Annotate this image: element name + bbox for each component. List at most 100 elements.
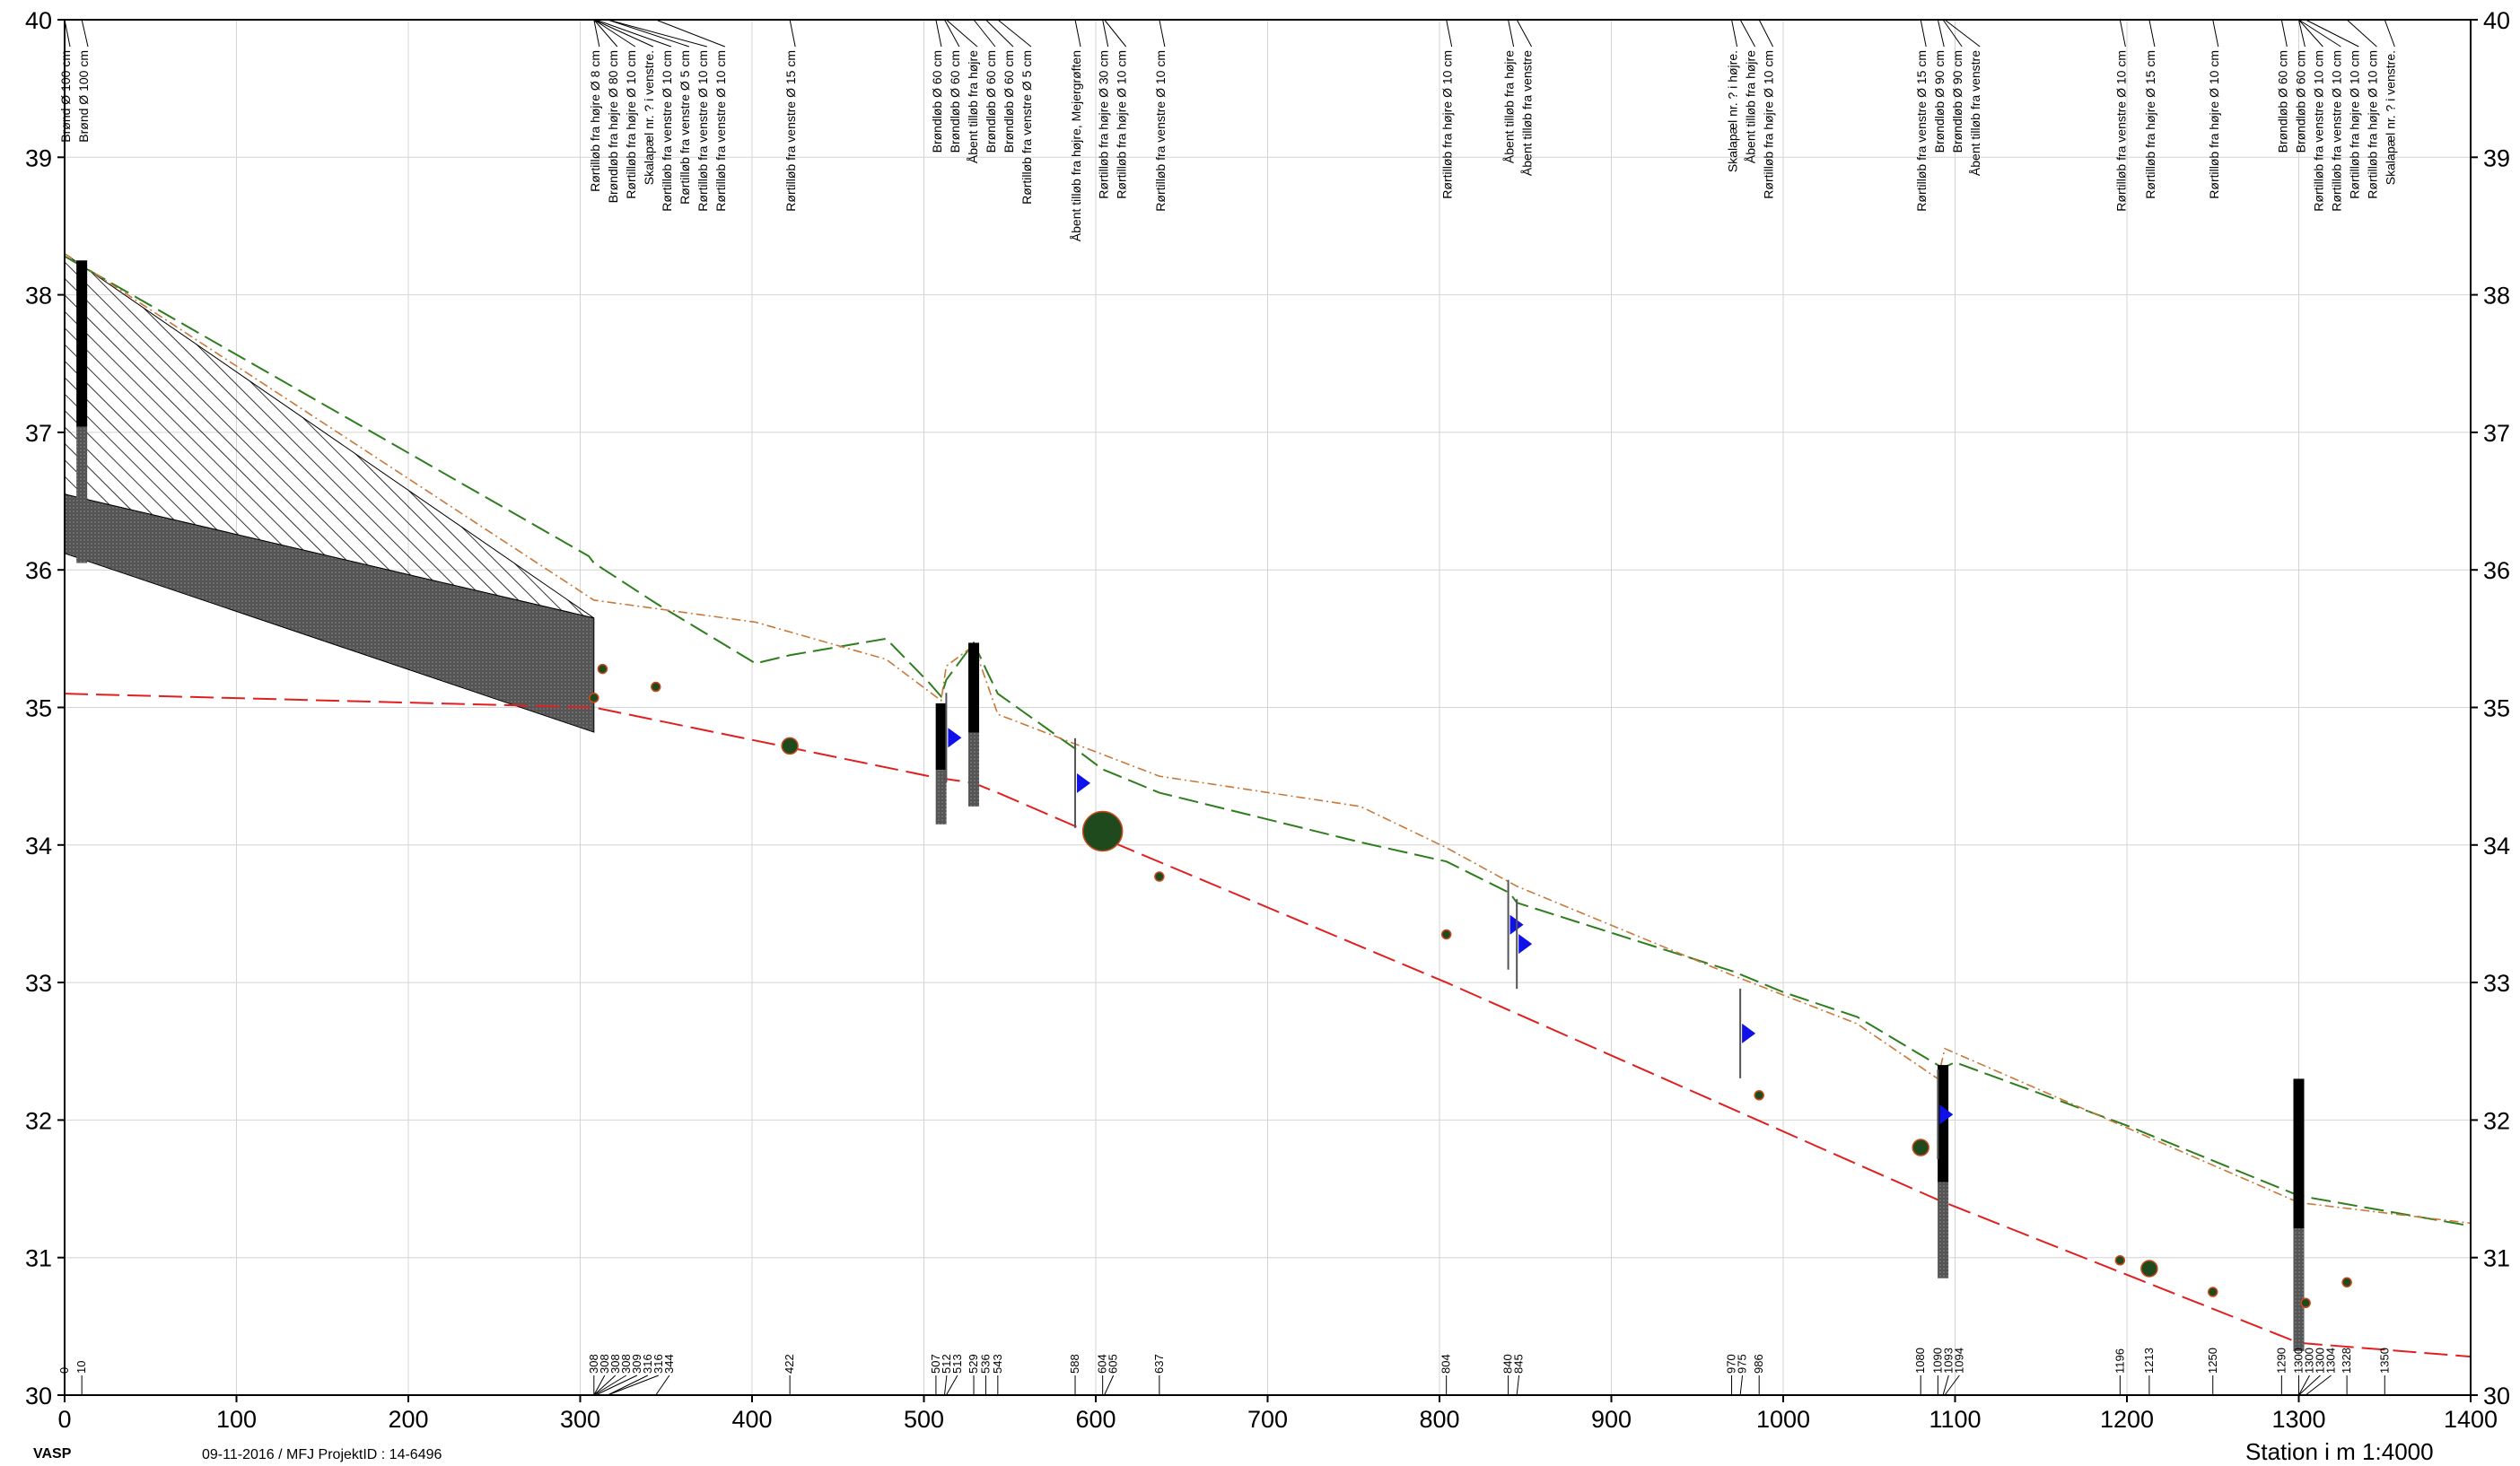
flow-marker <box>1518 934 1533 955</box>
annotation-label: Brøndløb Ø 60 cm <box>948 50 962 153</box>
annotation-leader <box>946 19 978 48</box>
station-label: 507 <box>929 1354 942 1374</box>
annotation-label: Brøndløb Ø 60 cm <box>1002 50 1016 153</box>
annotation-label: Rørtilløb fra venstre Ø 10 cm <box>713 50 728 212</box>
x-tick-label: 400 <box>731 1406 772 1433</box>
annotation-label: Rørtilløb fra venstre Ø 10 cm <box>660 50 674 212</box>
annotation-label: Rørtilløb fra højre Ø 10 cm <box>624 50 638 199</box>
annotation-leader <box>935 19 942 48</box>
annotation-label: Brøndløb Ø 90 cm <box>1932 50 1947 153</box>
inlet-point <box>2341 1277 2352 1288</box>
annotation-leader <box>607 19 689 48</box>
annotation-leader <box>973 19 996 48</box>
station-label: 970 <box>1725 1354 1738 1374</box>
station-label: 308 <box>608 1354 622 1374</box>
station-label: 604 <box>1096 1354 1109 1374</box>
annotation-leader <box>2298 19 2306 48</box>
station-label: 309 <box>630 1354 643 1374</box>
station-label: 422 <box>783 1354 796 1374</box>
y-tick-label: 38 <box>25 283 52 310</box>
annotation-leader <box>1508 19 1515 48</box>
x-tick-label: 600 <box>1075 1406 1116 1433</box>
station-label: 588 <box>1068 1354 1081 1374</box>
y-tick-label: 30 <box>25 1383 52 1409</box>
annotation-leader <box>1516 19 1533 48</box>
station-label: 1213 <box>2142 1348 2156 1374</box>
annotation-leader <box>1074 19 1081 48</box>
flow-marker <box>1077 772 1091 793</box>
annotation-leader <box>593 19 600 48</box>
flow-marker <box>1742 1023 1756 1043</box>
annotation-label: Rørtilløb fra venstre Ø 10 cm <box>2311 50 2325 212</box>
station-label: 804 <box>1439 1354 1453 1374</box>
y-tick-label: 32 <box>25 1107 52 1134</box>
inlet-point <box>2140 1260 2158 1278</box>
annotation-label: Brøndløb Ø 60 cm <box>984 50 998 153</box>
station-label: 308 <box>619 1354 633 1374</box>
station-label: 1304 <box>2324 1348 2338 1374</box>
station-label: 308 <box>587 1354 600 1374</box>
annotation-label: Åbent tilløb fra venstre <box>1968 50 1982 176</box>
inlet-points <box>589 663 2352 1309</box>
station-leader <box>2305 1374 2332 1396</box>
station-label: 10 <box>74 1361 88 1374</box>
well-base <box>935 770 947 825</box>
series-invert <box>64 693 2472 1358</box>
annotation-leader <box>81 19 89 48</box>
annotation-leader <box>985 19 1014 48</box>
annotation-leader <box>655 19 726 48</box>
station-leader <box>607 1374 660 1396</box>
station-label: 605 <box>1107 1354 1120 1374</box>
annotation-label: Rørtilløb fra venstre Ø 15 cm <box>783 50 798 212</box>
station-label: 536 <box>978 1354 992 1374</box>
annotation-label: Rørtilløb fra højre Ø 30 cm <box>1097 50 1111 199</box>
annotation-label: Rørtilløb fra højre Ø 10 cm <box>2347 50 2361 199</box>
y-tick-label-right: 31 <box>2483 1245 2510 1272</box>
station-label: 344 <box>662 1354 676 1374</box>
station-label: 1290 <box>2274 1348 2288 1374</box>
inlet-point <box>781 737 799 755</box>
annotation-leader <box>1446 19 1453 48</box>
inlet-point <box>2114 1255 2126 1266</box>
inlet-point <box>1440 929 1452 940</box>
annotation-leader <box>1102 19 1109 48</box>
x-tick-label: 100 <box>216 1406 257 1433</box>
well-body <box>968 642 980 733</box>
well-base <box>2293 1228 2305 1351</box>
station-leader <box>595 1374 638 1396</box>
station-leader <box>607 1374 649 1396</box>
station-label: 1300 <box>2292 1348 2306 1374</box>
station-leader <box>943 1374 948 1396</box>
station-label: 512 <box>940 1354 953 1374</box>
annotation-label: Åbent tilløb fra højre <box>966 50 980 163</box>
flow-markers <box>945 693 1954 1160</box>
y-tick-label: 36 <box>25 557 52 584</box>
station-label: 975 <box>1736 1354 1749 1374</box>
annotation-label: Brønd Ø 100 cm <box>76 50 91 143</box>
station-label: 1300 <box>2303 1348 2316 1374</box>
station-leader <box>945 1374 958 1396</box>
grid <box>64 19 2472 1396</box>
y-tick-label-right: 37 <box>2483 420 2510 447</box>
x-tick-label: 1100 <box>1929 1406 1981 1433</box>
well-body <box>1938 1065 1949 1182</box>
annotation-leader <box>2280 19 2288 48</box>
station-leader <box>2298 1374 2310 1396</box>
station-leader <box>655 1374 670 1396</box>
annotation-leader <box>1944 19 1981 48</box>
annotation-leader <box>2212 19 2219 48</box>
annotation-leader <box>2384 19 2395 48</box>
x-tick-label: 700 <box>1247 1406 1288 1433</box>
well-base <box>76 426 88 563</box>
inlet-point <box>2300 1297 2311 1309</box>
annotation-label: Åbent tilløb fra højre, Mejergrøften <box>1069 50 1083 241</box>
date-project-label: 09-11-2016 / MFJ ProjektID : 14-6496 <box>202 1447 442 1462</box>
annotation-leader <box>2119 19 2126 48</box>
station-label: 513 <box>950 1354 964 1374</box>
y-tick-label: 35 <box>25 695 52 722</box>
annotation-leader <box>1758 19 1773 48</box>
annotation-label: Rørtilløb fra venstre Ø 10 cm <box>2329 50 2343 212</box>
station-label: 840 <box>1501 1354 1515 1374</box>
station-leader <box>593 1374 627 1396</box>
company-label: VASP <box>33 1446 72 1462</box>
